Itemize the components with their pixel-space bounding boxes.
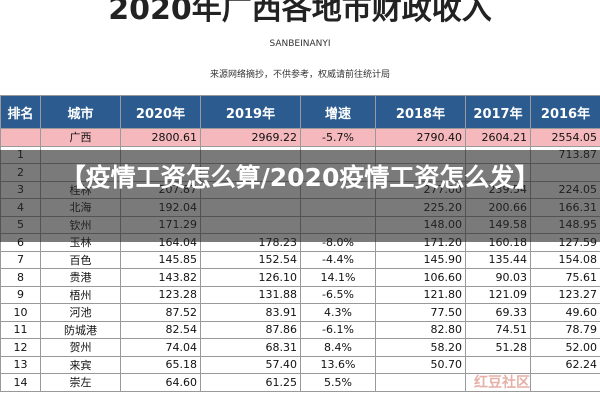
table-cell: 123.27 <box>530 285 600 304</box>
table-cell: 78.79 <box>530 320 600 339</box>
header-row: 排名 城市 2020年 2019年 增速 2018年 2017年 2016年 <box>0 95 600 129</box>
table-cell: 贵港 <box>40 268 121 287</box>
table-cell: 131.88 <box>200 285 301 304</box>
table-cell: 143.82 <box>120 268 201 287</box>
table-cell: 145.90 <box>375 250 466 269</box>
table-cell: 69.33 <box>465 303 531 322</box>
column-header: 排名 <box>0 95 41 129</box>
table-cell: 87.52 <box>120 303 201 322</box>
table-cell: 51.28 <box>465 338 531 357</box>
table-cell: 8.4% <box>300 338 376 357</box>
table-row: 8 贵港 143.82 126.10 14.1% 106.60 90.03 75.61 <box>0 268 600 287</box>
table-cell: 49.60 <box>530 303 600 322</box>
table-cell: 154.08 <box>530 250 600 269</box>
table-cell: -6.1% <box>300 320 376 339</box>
column-header: 增速 <box>300 95 376 129</box>
table-cell: 62.24 <box>530 355 600 374</box>
table-cell <box>375 373 466 392</box>
table-cell: 10 <box>0 303 41 322</box>
table-cell <box>0 128 41 147</box>
table-cell: 82.54 <box>120 320 201 339</box>
source: 来源网络摘抄，不供参考，权威请前往统计局 <box>209 70 390 80</box>
table-cell: 82.80 <box>375 320 466 339</box>
table-row: 广西 2800.61 2969.22 -5.7% 2790.40 2604.21 2554.… <box>0 128 600 147</box>
watermark: 红豆社区 <box>474 375 530 391</box>
table-row: 12 贺州 74.04 68.31 8.4% 58.20 51.28 52.00 <box>0 338 600 357</box>
table-cell: 74.04 <box>120 338 201 357</box>
column-header: 2020年 <box>120 95 201 129</box>
table-cell: -4.4% <box>300 250 376 269</box>
table-cell: 52.00 <box>530 338 600 357</box>
table-row: 7 百色 145.85 152.54 -4.4% 145.90 135.44 154.08 <box>0 250 600 269</box>
table-cell: -6.5% <box>300 285 376 304</box>
table-cell: 90.03 <box>465 268 531 287</box>
table-cell: 77.50 <box>375 303 466 322</box>
table-cell: 广西 <box>40 128 121 147</box>
table-cell: 7 <box>0 250 41 269</box>
column-header: 城市 <box>40 95 121 129</box>
table-cell: 2604.21 <box>465 128 531 147</box>
table-cell: 64.60 <box>120 373 201 392</box>
table-cell: 123.28 <box>120 285 201 304</box>
table-cell: 106.60 <box>375 268 466 287</box>
table-cell: 2969.22 <box>200 128 301 147</box>
table-cell: 9 <box>0 285 41 304</box>
table-cell: 防城港 <box>40 320 121 339</box>
table-cell: 来宾 <box>40 355 121 374</box>
table-cell: 65.18 <box>120 355 201 374</box>
table-cell: 121.80 <box>375 285 466 304</box>
title: 2020年广西各地市财政收入 <box>108 0 492 27</box>
table-cell: 11 <box>0 320 41 339</box>
table-cell: 崇左 <box>40 373 121 392</box>
table-cell: 13 <box>0 355 41 374</box>
table-row: 11 防城港 82.54 87.86 -6.1% 82.80 74.51 78.79 <box>0 320 600 339</box>
table-cell: 135.44 <box>465 250 531 269</box>
column-header: 2019年 <box>200 95 301 129</box>
table-cell: 75.61 <box>530 268 600 287</box>
table-cell <box>465 355 531 374</box>
table-cell: 87.86 <box>200 320 301 339</box>
table-cell: 145.85 <box>120 250 201 269</box>
table-cell: 152.54 <box>200 250 301 269</box>
table-cell: 贺州 <box>40 338 121 357</box>
table-cell: 百色 <box>40 250 121 269</box>
headline: 【疫情工资怎么算/2020疫情工资怎么发】 <box>60 163 540 192</box>
table-cell: 61.25 <box>200 373 301 392</box>
table-cell: 5.5% <box>300 373 376 392</box>
table-cell: 50.70 <box>375 355 466 374</box>
table-cell: 14 <box>0 373 41 392</box>
table-cell: 83.91 <box>200 303 301 322</box>
table-cell: -5.7% <box>300 128 376 147</box>
table-row: 9 梧州 123.28 131.88 -6.5% 121.80 121.09 123.27 <box>0 285 600 304</box>
table-row: 14 崇左 64.60 61.25 5.5% <box>0 373 600 392</box>
table-row: 13 来宾 65.18 57.40 13.6% 50.70 62.24 <box>0 355 600 374</box>
table: 排名 城市 2020年 2019年 增速 2018年 2017年 2016年 广西 2800.6… <box>0 95 600 392</box>
table-cell: 2554.05 <box>530 128 600 147</box>
table-cell: 74.51 <box>465 320 531 339</box>
table-cell: 126.10 <box>200 268 301 287</box>
table-cell: 2800.61 <box>120 128 201 147</box>
table-cell: 8 <box>0 268 41 287</box>
column-header: 2017年 <box>465 95 531 129</box>
table-cell: 121.09 <box>465 285 531 304</box>
column-header: 2018年 <box>375 95 466 129</box>
brand: SANBEINANYI <box>269 39 331 49</box>
table-cell: 57.40 <box>200 355 301 374</box>
table-cell <box>530 373 600 392</box>
table-cell: 13.6% <box>300 355 376 374</box>
table-cell: 4.3% <box>300 303 376 322</box>
table-cell: 2790.40 <box>375 128 466 147</box>
table-cell: 68.31 <box>200 338 301 357</box>
overlay-band <box>0 150 600 242</box>
table-cell: 河池 <box>40 303 121 322</box>
table-row: 10 河池 87.52 83.91 4.3% 77.50 69.33 49.60 <box>0 303 600 322</box>
table-cell: 梧州 <box>40 285 121 304</box>
table-cell: 12 <box>0 338 41 357</box>
table-cell: 58.20 <box>375 338 466 357</box>
column-header: 2016年 <box>530 95 600 129</box>
table-cell: 14.1% <box>300 268 376 287</box>
